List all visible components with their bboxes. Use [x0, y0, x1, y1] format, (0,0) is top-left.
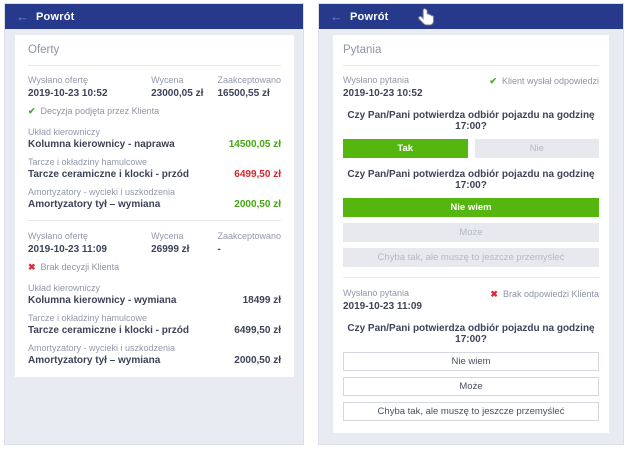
- sent-label: Wysłano ofertę: [28, 231, 88, 241]
- answer-button[interactable]: Nie wiem: [343, 352, 599, 371]
- item-name: Amortyzatory tył – wymiana: [28, 355, 161, 366]
- item-price: 2000,50 zł: [234, 199, 281, 210]
- item-category: Układ kierowniczy: [28, 127, 101, 137]
- answer-button[interactable]: Może: [343, 377, 599, 396]
- accepted-label: Zaakceptowano: [217, 75, 281, 85]
- set-status: ✔ Klient wysłał odpowiedzi: [489, 76, 599, 86]
- back-arrow-icon: ←: [330, 9, 343, 24]
- sent-date: 2019-10-23 10:52: [343, 88, 423, 99]
- check-icon: ✔: [489, 75, 497, 86]
- item-name: Kolumna kierownicy - wymiana: [28, 295, 177, 306]
- item-price: 6499,50 zł: [234, 169, 281, 180]
- offer-summary: Wysłano ofertę 2019-10-23 11:09 Wycena 2…: [28, 231, 281, 255]
- question-text: Czy Pan/Pani potwierdza odbiór pojazdu n…: [347, 169, 595, 191]
- accepted-label: Zaakceptowano: [217, 231, 281, 241]
- item-category: Tarcze i okładziny hamulcowe: [28, 313, 148, 323]
- cross-icon: ✖: [28, 261, 36, 272]
- question-set: Wysłano pytania 2019-10-23 10:52 ✔ Klien…: [343, 75, 599, 267]
- sent-date: 2019-10-23 10:52: [28, 88, 108, 99]
- back-arrow-icon: ←: [16, 9, 29, 24]
- item-category: Układ kierowniczy: [28, 283, 101, 293]
- offers-screen: ← Powrót Oferty Wysłano ofertę 2019-10-2…: [4, 3, 304, 445]
- item-category: Amortyzatory - wycieki i uszkodzenia: [28, 187, 176, 197]
- offer-item: Układ kierowniczy Kolumna kierownicy - n…: [28, 127, 281, 150]
- sent-label: Wysłano pytania: [343, 288, 409, 298]
- sent-label: Wysłano ofertę: [28, 75, 88, 85]
- answer-button[interactable]: Nie wiem: [343, 198, 599, 217]
- question-text: Czy Pan/Pani potwierdza odbiór pojazdu n…: [347, 323, 595, 345]
- offer-item: Amortyzatory - wycieki i uszkodzenia Amo…: [28, 187, 281, 210]
- offer-item: Amortyzatory - wycieki i uszkodzenia Amo…: [28, 343, 281, 366]
- questions-card-title: Pytania: [343, 44, 599, 66]
- back-label: Powrót: [350, 10, 389, 23]
- set-status: ✖ Brak odpowiedzi Klienta: [490, 289, 599, 299]
- appbar: ← Powrót: [319, 4, 623, 29]
- offer-item: Układ kierowniczy Kolumna kierownicy - w…: [28, 283, 281, 306]
- divider: [28, 220, 281, 221]
- answer-button: Może: [343, 223, 599, 242]
- item-name: Amortyzatory tył – wymiana: [28, 199, 161, 210]
- status-text: Klient wysłał odpowiedzi: [501, 76, 599, 86]
- offers-card-title: Oferty: [28, 44, 281, 66]
- status-text: Brak decyzji Klienta: [40, 262, 120, 272]
- appbar: ← Powrót: [5, 4, 303, 29]
- offer-item: Tarcze i okładziny hamulcowe Tarcze cera…: [28, 157, 281, 180]
- item-name: Tarcze ceramiczne i klocki - przód: [28, 325, 189, 336]
- offer-block: Wysłano ofertę 2019-10-23 11:09 Wycena 2…: [28, 231, 281, 366]
- back-label: Powrót: [36, 10, 75, 23]
- answer-button: Nie: [474, 139, 599, 158]
- quote-value: 26999 zł: [151, 244, 190, 255]
- offer-status: ✖ Brak decyzji Klienta: [28, 262, 281, 272]
- question-set: Wysłano pytania 2019-10-23 11:09 ✖ Brak …: [343, 288, 599, 421]
- sent-label: Wysłano pytania: [343, 75, 409, 85]
- sent-date: 2019-10-23 11:09: [28, 244, 107, 255]
- answer-button[interactable]: Chyba tak, ale muszę to jeszcze przemyśl…: [343, 402, 599, 421]
- sent-date: 2019-10-23 11:09: [343, 301, 422, 312]
- item-price: 6499,50 zł: [234, 325, 281, 336]
- quote-label: Wycena: [151, 75, 184, 85]
- offer-status: ✔ Decyzja podjęta przez Klienta: [28, 106, 281, 116]
- offer-summary: Wysłano ofertę 2019-10-23 10:52 Wycena 2…: [28, 75, 281, 99]
- quote-label: Wycena: [151, 231, 184, 241]
- answer-button: Chyba tak, ale muszę to jeszcze przemyśl…: [343, 248, 599, 267]
- item-name: Kolumna kierownicy - naprawa: [28, 139, 175, 150]
- cross-icon: ✖: [490, 288, 498, 299]
- check-icon: ✔: [28, 105, 36, 116]
- item-category: Amortyzatory - wycieki i uszkodzenia: [28, 343, 176, 353]
- offer-item: Tarcze i okładziny hamulcowe Tarcze cera…: [28, 313, 281, 336]
- item-price: 18499 zł: [242, 295, 281, 306]
- status-text: Decyzja podjęta przez Klienta: [40, 106, 160, 116]
- quote-value: 23000,05 zł: [151, 88, 204, 99]
- item-price: 14500,05 zł: [228, 139, 281, 150]
- status-text: Brak odpowiedzi Klienta: [502, 289, 599, 299]
- item-price: 2000,50 zł: [234, 355, 281, 366]
- item-name: Tarcze ceramiczne i klocki - przód: [28, 169, 189, 180]
- divider: [343, 277, 599, 278]
- answer-row: Tak Nie: [343, 139, 599, 158]
- offer-block: Wysłano ofertę 2019-10-23 10:52 Wycena 2…: [28, 75, 281, 210]
- back-button[interactable]: ← Powrót: [330, 10, 388, 23]
- question-text: Czy Pan/Pani potwierdza odbiór pojazdu n…: [347, 110, 595, 132]
- questions-screen: ← Powrót Pytania Wysłano pytania 2019-10…: [318, 3, 624, 445]
- questions-card: Pytania Wysłano pytania 2019-10-23 10:52…: [333, 35, 609, 433]
- answer-button[interactable]: Tak: [343, 139, 468, 158]
- item-category: Tarcze i okładziny hamulcowe: [28, 157, 148, 167]
- back-button[interactable]: ← Powrót: [16, 10, 74, 23]
- offers-card: Oferty Wysłano ofertę 2019-10-23 10:52 W…: [15, 35, 294, 377]
- accepted-value: -: [217, 244, 221, 255]
- accepted-value: 16500,55 zł: [217, 88, 270, 99]
